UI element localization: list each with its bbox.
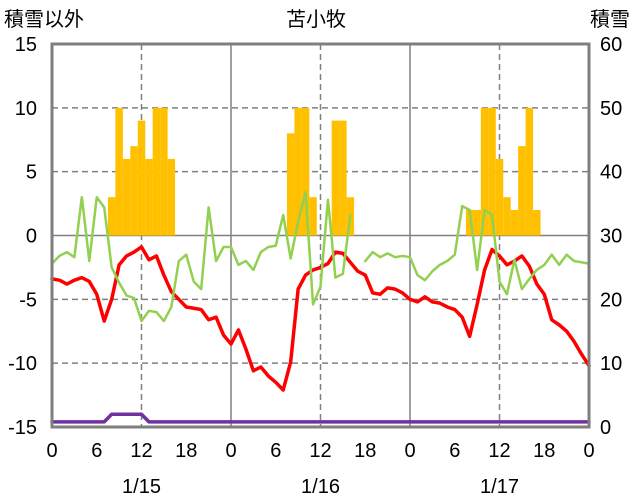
right-tick-label: 20 (600, 289, 622, 311)
purple-series-line (50, 412, 591, 424)
x-tick-label: 0 (583, 440, 594, 462)
snow-bar (301, 107, 310, 236)
right-tick-label: 40 (600, 162, 622, 184)
red-series-line (50, 245, 591, 392)
x-tick-label: 12 (309, 440, 331, 462)
left-tick-label: 0 (26, 226, 37, 248)
left-tick-label: -10 (8, 353, 37, 375)
snow-bar (518, 146, 526, 236)
x-tick-label: 6 (270, 440, 281, 462)
snow-bar (122, 158, 131, 236)
date-label: 1/15 (122, 476, 161, 498)
plot-frame (50, 42, 591, 429)
right-axis-title: 積雪 (590, 8, 630, 31)
snow-bar (495, 158, 504, 236)
snow-bar (465, 209, 474, 236)
snow-bar (525, 107, 534, 236)
snow-bar (503, 197, 511, 236)
x-tick-label: 6 (449, 440, 460, 462)
right-tick-label: 30 (600, 226, 622, 248)
left-tick-label: 10 (15, 98, 37, 120)
snow-bar (115, 107, 123, 236)
snow-bar (160, 107, 168, 236)
line-series (50, 190, 591, 424)
snow-bar (510, 209, 519, 236)
x-tick-label: 6 (91, 440, 102, 462)
right-tick-label: 60 (600, 34, 622, 56)
snow-bar (488, 107, 496, 236)
chart-title: 苫小牧 (286, 8, 346, 31)
snow-bar (331, 120, 340, 236)
x-tick-label: 12 (488, 440, 510, 462)
left-tick-label: -5 (19, 289, 37, 311)
left-tick-label: -15 (8, 417, 37, 439)
snow-bar (294, 107, 302, 236)
left-tick-label: 5 (26, 162, 37, 184)
snow-bar (152, 107, 161, 236)
right-tick-label: 0 (600, 417, 611, 439)
plot-border (50, 42, 591, 429)
snow-bar (473, 209, 481, 236)
snow-bar (309, 197, 317, 236)
left-axis-title: 積雪以外 (4, 8, 84, 31)
right-tick-label: 10 (600, 353, 622, 375)
snow-bar (533, 209, 541, 236)
green-series-line (50, 190, 591, 323)
snow-bar (130, 146, 138, 236)
date-label: 1/17 (480, 476, 519, 498)
x-tick-label: 0 (225, 440, 236, 462)
left-tick-label: 15 (15, 34, 37, 56)
x-tick-label: 0 (46, 440, 57, 462)
snow-bar (286, 133, 295, 236)
x-tick-label: 12 (130, 440, 152, 462)
x-tick-label: 18 (354, 440, 376, 462)
date-label: 1/16 (301, 476, 340, 498)
snow-bar (107, 197, 116, 236)
snow-bar (167, 158, 176, 236)
snow-bar (145, 158, 153, 236)
snow-bar (339, 120, 347, 236)
snow-bar (137, 120, 146, 236)
x-tick-label: 18 (533, 440, 555, 462)
right-tick-label: 50 (600, 98, 622, 120)
x-tick-label: 0 (404, 440, 415, 462)
snow-bar (480, 107, 489, 236)
x-tick-label: 18 (175, 440, 197, 462)
